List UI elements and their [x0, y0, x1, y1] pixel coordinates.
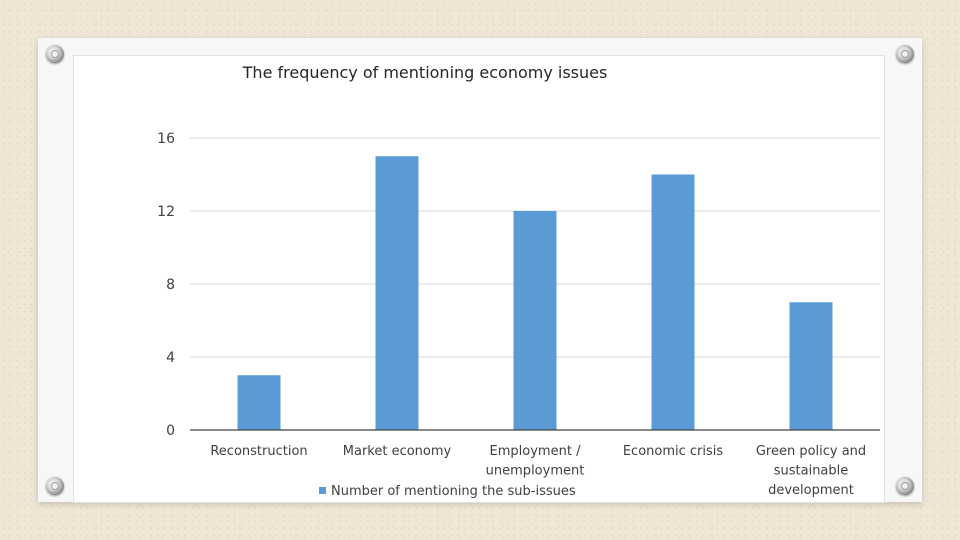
pin-bottom-right-icon [896, 477, 914, 495]
x-tick-label-line: Employment / [490, 444, 582, 459]
x-tick-label: Market economy [343, 444, 452, 459]
x-tick-label-line: sustainable [774, 464, 849, 479]
x-tick-label-line: Reconstruction [210, 444, 307, 459]
legend: Number of mentioning the sub-issues [319, 484, 576, 499]
pin-top-left-icon [46, 45, 64, 63]
x-tick-label: Employment / unemployment [486, 444, 585, 479]
x-tick-label-line: unemployment [486, 464, 585, 479]
x-tick-label-line: Economic crisis [623, 444, 724, 459]
pin-bottom-left-icon [46, 477, 64, 495]
legend-swatch [319, 487, 326, 494]
chart-title: The frequency of mentioning economy issu… [242, 63, 608, 82]
x-tick-label-line: development [768, 483, 854, 498]
chart-plot-area [73, 55, 885, 503]
x-axis-labels: Reconstruction Market economy Employment /… [210, 444, 866, 498]
x-tick-label: Green policy and sustainable development [756, 444, 866, 498]
y-axis-ticks: 0 4 8 12 16 [157, 131, 175, 439]
y-tick-label: 12 [157, 204, 175, 220]
pin-top-right-icon [896, 45, 914, 63]
legend-label: Number of mentioning the sub-issues [331, 484, 576, 499]
x-tick-label: Reconstruction [210, 444, 307, 459]
y-tick-label: 4 [166, 350, 175, 366]
bar [237, 375, 281, 430]
y-tick-label: 16 [157, 131, 175, 147]
x-tick-label-line: Market economy [343, 444, 452, 459]
bars [237, 156, 833, 430]
x-tick-label-line: Green policy and [756, 444, 866, 459]
bar [789, 302, 833, 430]
bar [651, 174, 695, 430]
x-tick-label: Economic crisis [623, 444, 724, 459]
y-tick-label: 8 [166, 277, 175, 293]
bar [513, 211, 557, 430]
y-tick-label: 0 [166, 423, 175, 439]
bar [375, 156, 419, 430]
